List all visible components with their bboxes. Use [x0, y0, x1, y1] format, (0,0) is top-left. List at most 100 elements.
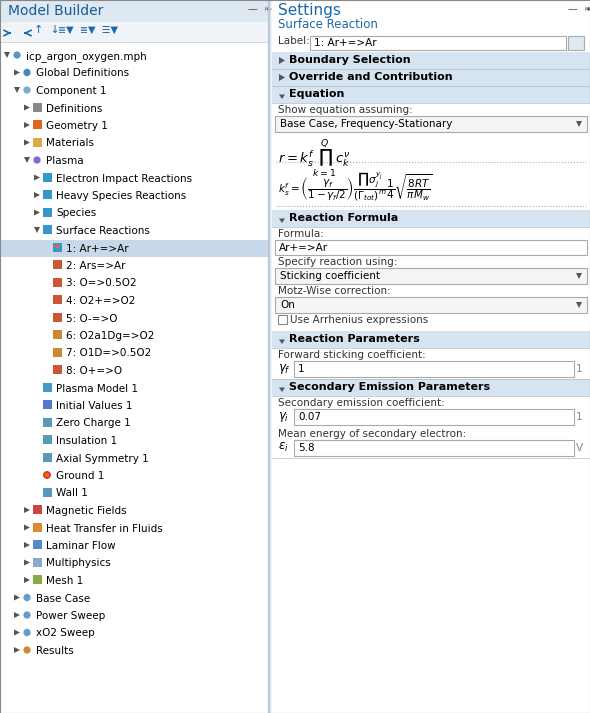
Text: Show equation assuming:: Show equation assuming:	[278, 105, 413, 115]
Text: Surface Reaction: Surface Reaction	[278, 18, 378, 31]
Bar	[272, 103, 590, 116]
Polygon shape	[14, 87, 20, 93]
Text: Boundary Selection: Boundary Selection	[289, 55, 411, 65]
Polygon shape	[4, 52, 10, 58]
Text: 2: Ars=>Ar: 2: Ars=>Ar	[66, 261, 126, 271]
Bar	[53, 277, 62, 287]
Polygon shape	[14, 595, 20, 600]
Text: Formula:: Formula:	[278, 229, 324, 239]
Bar	[272, 34, 590, 52]
Polygon shape	[14, 647, 20, 653]
Bar	[272, 379, 590, 396]
Text: Global Definitions: Global Definitions	[36, 68, 129, 78]
Polygon shape	[24, 105, 30, 111]
Bar	[275, 240, 587, 255]
Bar	[310, 36, 566, 50]
Bar	[294, 409, 574, 425]
Bar	[0, 22, 268, 42]
Bar	[33, 558, 42, 567]
Circle shape	[55, 245, 59, 249]
Text: Use Arrhenius expressions: Use Arrhenius expressions	[290, 315, 428, 325]
Bar	[53, 347, 62, 356]
Text: Base Case: Base Case	[36, 593, 90, 603]
Bar	[53, 365, 62, 374]
Text: $\gamma_i$: $\gamma_i$	[278, 410, 289, 424]
Polygon shape	[279, 218, 285, 223]
Text: Heavy Species Reactions: Heavy Species Reactions	[56, 191, 186, 201]
Bar	[275, 297, 587, 313]
Polygon shape	[14, 69, 20, 76]
Bar	[53, 330, 62, 339]
Text: Laminar Flow: Laminar Flow	[46, 541, 116, 551]
Text: xO2 Sweep: xO2 Sweep	[36, 628, 95, 639]
Polygon shape	[24, 122, 30, 128]
Text: 1: 1	[576, 364, 582, 374]
Text: Results: Results	[36, 646, 74, 656]
Text: $k_s^f = \left(\dfrac{\gamma_f}{1-\gamma_f/2}\right)\dfrac{\prod \sigma_j^{y_j}}: $k_s^f = \left(\dfrac{\gamma_f}{1-\gamma…	[278, 170, 433, 202]
Text: $\varepsilon_i$: $\varepsilon_i$	[278, 441, 289, 454]
Bar	[43, 207, 52, 217]
Text: 6: O2a1Dg=>O2: 6: O2a1Dg=>O2	[66, 331, 155, 341]
Circle shape	[23, 628, 31, 637]
Text: 8: O+=>O: 8: O+=>O	[66, 366, 122, 376]
Circle shape	[23, 611, 31, 619]
Text: 7: O1D=>0.5O2: 7: O1D=>0.5O2	[66, 349, 151, 359]
Text: Sticking coefficient: Sticking coefficient	[280, 271, 380, 281]
Polygon shape	[34, 210, 40, 215]
Bar	[0, 42, 268, 713]
Bar	[53, 260, 62, 269]
Text: 5: O-=>O: 5: O-=>O	[66, 314, 117, 324]
Polygon shape	[24, 140, 30, 145]
Circle shape	[23, 86, 31, 94]
Text: Electron Impact Reactions: Electron Impact Reactions	[56, 173, 192, 183]
Polygon shape	[279, 339, 285, 344]
Text: Motz-Wise correction:: Motz-Wise correction:	[278, 286, 391, 296]
Bar	[53, 295, 62, 304]
Text: V: V	[576, 443, 583, 453]
Bar	[294, 440, 574, 456]
Text: Magnetic Fields: Magnetic Fields	[46, 506, 127, 516]
Text: 4: O2+=>O2: 4: O2+=>O2	[66, 296, 135, 306]
Text: Ar+=>Ar: Ar+=>Ar	[279, 243, 328, 253]
Polygon shape	[576, 121, 582, 127]
Bar	[53, 347, 62, 356]
Bar	[33, 575, 42, 584]
Text: On: On	[280, 300, 295, 310]
Text: Mean energy of secondary electron:: Mean energy of secondary electron:	[278, 429, 466, 439]
Polygon shape	[14, 612, 20, 618]
Text: Secondary Emission Parameters: Secondary Emission Parameters	[289, 382, 490, 392]
Text: Multiphysics: Multiphysics	[46, 558, 111, 568]
Circle shape	[13, 51, 21, 59]
Circle shape	[33, 156, 41, 164]
Text: —  ❧: — ❧	[568, 4, 590, 14]
Bar	[272, 52, 590, 69]
Bar	[0, 240, 268, 257]
Text: Geometry 1: Geometry 1	[46, 121, 108, 131]
Text: Reaction Formula: Reaction Formula	[289, 213, 398, 223]
Text: Zero Charge 1: Zero Charge 1	[56, 419, 131, 429]
Text: Equation: Equation	[289, 89, 345, 99]
Bar	[0, 0, 268, 22]
Bar	[0, 0, 268, 713]
Polygon shape	[34, 175, 40, 180]
Polygon shape	[279, 74, 285, 81]
Text: Axial Symmetry 1: Axial Symmetry 1	[56, 453, 149, 463]
Text: Reaction Parameters: Reaction Parameters	[289, 334, 419, 344]
Text: 1: Ar+=>Ar: 1: Ar+=>Ar	[314, 38, 376, 48]
Bar	[33, 138, 42, 146]
Bar	[53, 295, 62, 304]
Polygon shape	[24, 507, 30, 513]
Text: ≣▼  ≣▼  ☰▼: ≣▼ ≣▼ ☰▼	[58, 25, 118, 35]
Text: $\gamma_f$: $\gamma_f$	[278, 362, 291, 376]
Polygon shape	[279, 387, 285, 392]
Text: 1: 1	[298, 364, 304, 374]
Text: Plasma Model 1: Plasma Model 1	[56, 384, 138, 394]
Bar	[278, 315, 287, 324]
Bar	[272, 210, 590, 227]
Text: Override and Contribution: Override and Contribution	[289, 72, 453, 82]
Bar	[275, 268, 587, 284]
Polygon shape	[24, 577, 30, 583]
Text: Model Builder: Model Builder	[8, 4, 103, 18]
Bar	[272, 86, 590, 103]
Bar	[33, 540, 42, 549]
